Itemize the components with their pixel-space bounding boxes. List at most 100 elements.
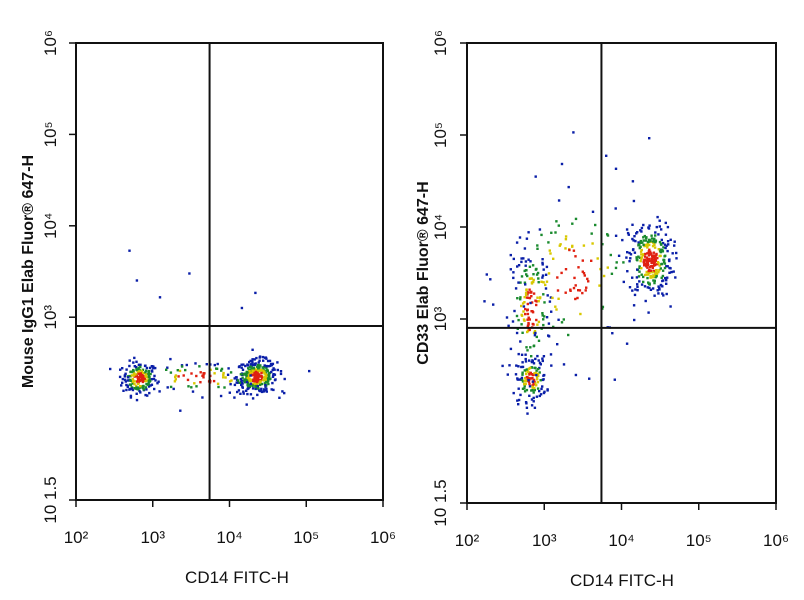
event-dot (531, 360, 534, 363)
event-dot (260, 387, 263, 391)
event-dot (656, 256, 659, 260)
event-dot (139, 365, 142, 369)
event-dot (253, 379, 256, 383)
event-dot (530, 404, 534, 407)
event-dot (537, 359, 540, 362)
event-dot (229, 383, 232, 386)
event-dot (622, 261, 625, 264)
event-dot (239, 392, 242, 395)
event-dot (511, 320, 515, 323)
event-dot (533, 334, 537, 337)
event-dot (609, 253, 612, 257)
event-dot (266, 381, 269, 384)
event-dot (568, 248, 571, 252)
event-dot (534, 357, 537, 361)
event-dot (248, 385, 251, 389)
event-dot (540, 280, 543, 283)
event-dot (535, 395, 539, 398)
event-dot (582, 272, 586, 275)
event-dot (548, 249, 551, 252)
event-dot (246, 392, 249, 396)
event-dot (646, 257, 650, 261)
event-dot (545, 265, 549, 269)
event-dot (657, 270, 660, 274)
event-dot (652, 254, 655, 257)
event-dot (647, 281, 650, 284)
event-dot (530, 366, 534, 369)
event-dot (653, 243, 656, 246)
event-dot (154, 366, 157, 370)
event-dot (571, 222, 574, 225)
event-dot (252, 373, 255, 377)
event-dot (138, 379, 142, 383)
event-dot (536, 387, 540, 390)
event-dot (133, 365, 136, 368)
event-dot (262, 390, 265, 393)
event-dot (662, 294, 665, 297)
event-dot (135, 398, 139, 402)
event-dot (157, 380, 160, 383)
event-dot (526, 274, 529, 278)
event-dot (533, 372, 536, 375)
event-dot (223, 386, 226, 389)
x-tick-label: 10⁵ (293, 528, 319, 547)
event-dot (536, 244, 539, 247)
event-dot (564, 238, 568, 241)
event-dot (531, 373, 535, 377)
event-dot (639, 259, 642, 263)
event-dot (641, 254, 645, 257)
event-dot (267, 374, 270, 377)
event-dot (636, 231, 639, 234)
event-dot (530, 277, 533, 280)
event-dot (209, 368, 212, 371)
event-dot (512, 271, 515, 274)
event-dot (539, 393, 543, 396)
event-dot (233, 377, 236, 380)
event-dot (520, 376, 524, 380)
event-dot (535, 373, 538, 377)
event-dot (572, 286, 576, 290)
event-dot (134, 373, 137, 376)
event-dot (560, 271, 563, 275)
event-dot (628, 260, 631, 263)
event-dot (132, 368, 135, 372)
event-dot (222, 376, 225, 379)
event-dot (542, 293, 545, 296)
event-dot (265, 374, 269, 377)
event-dot (512, 276, 515, 280)
event-dot (655, 252, 658, 256)
event-dot (145, 366, 149, 370)
event-dot (642, 243, 645, 247)
event-dot (258, 379, 261, 382)
event-dot (646, 266, 649, 269)
event-dot (567, 185, 570, 189)
event-dot (665, 279, 668, 282)
event-dot (644, 262, 647, 265)
event-dot (139, 372, 142, 375)
event-dot (536, 296, 539, 299)
event-dot (257, 370, 261, 373)
event-dot (147, 373, 151, 377)
event-dot (517, 398, 521, 402)
event-dot (153, 387, 156, 391)
event-dot (647, 271, 650, 275)
event-dot (538, 361, 542, 365)
event-dot (257, 387, 260, 390)
event-dot (222, 373, 225, 376)
event-dot (646, 246, 649, 249)
event-dot (653, 263, 656, 266)
event-dot (520, 323, 523, 326)
event-dot (652, 279, 655, 282)
event-dot (527, 316, 530, 319)
event-dot (536, 247, 539, 250)
event-dot (670, 270, 673, 274)
event-dot (574, 297, 577, 301)
event-dot (534, 382, 537, 385)
event-dot (126, 385, 129, 389)
event-dot (246, 363, 249, 366)
event-dot (501, 364, 504, 368)
event-dot (251, 358, 254, 361)
event-dot (534, 299, 537, 302)
event-dot (273, 368, 276, 371)
event-dot (520, 304, 523, 308)
